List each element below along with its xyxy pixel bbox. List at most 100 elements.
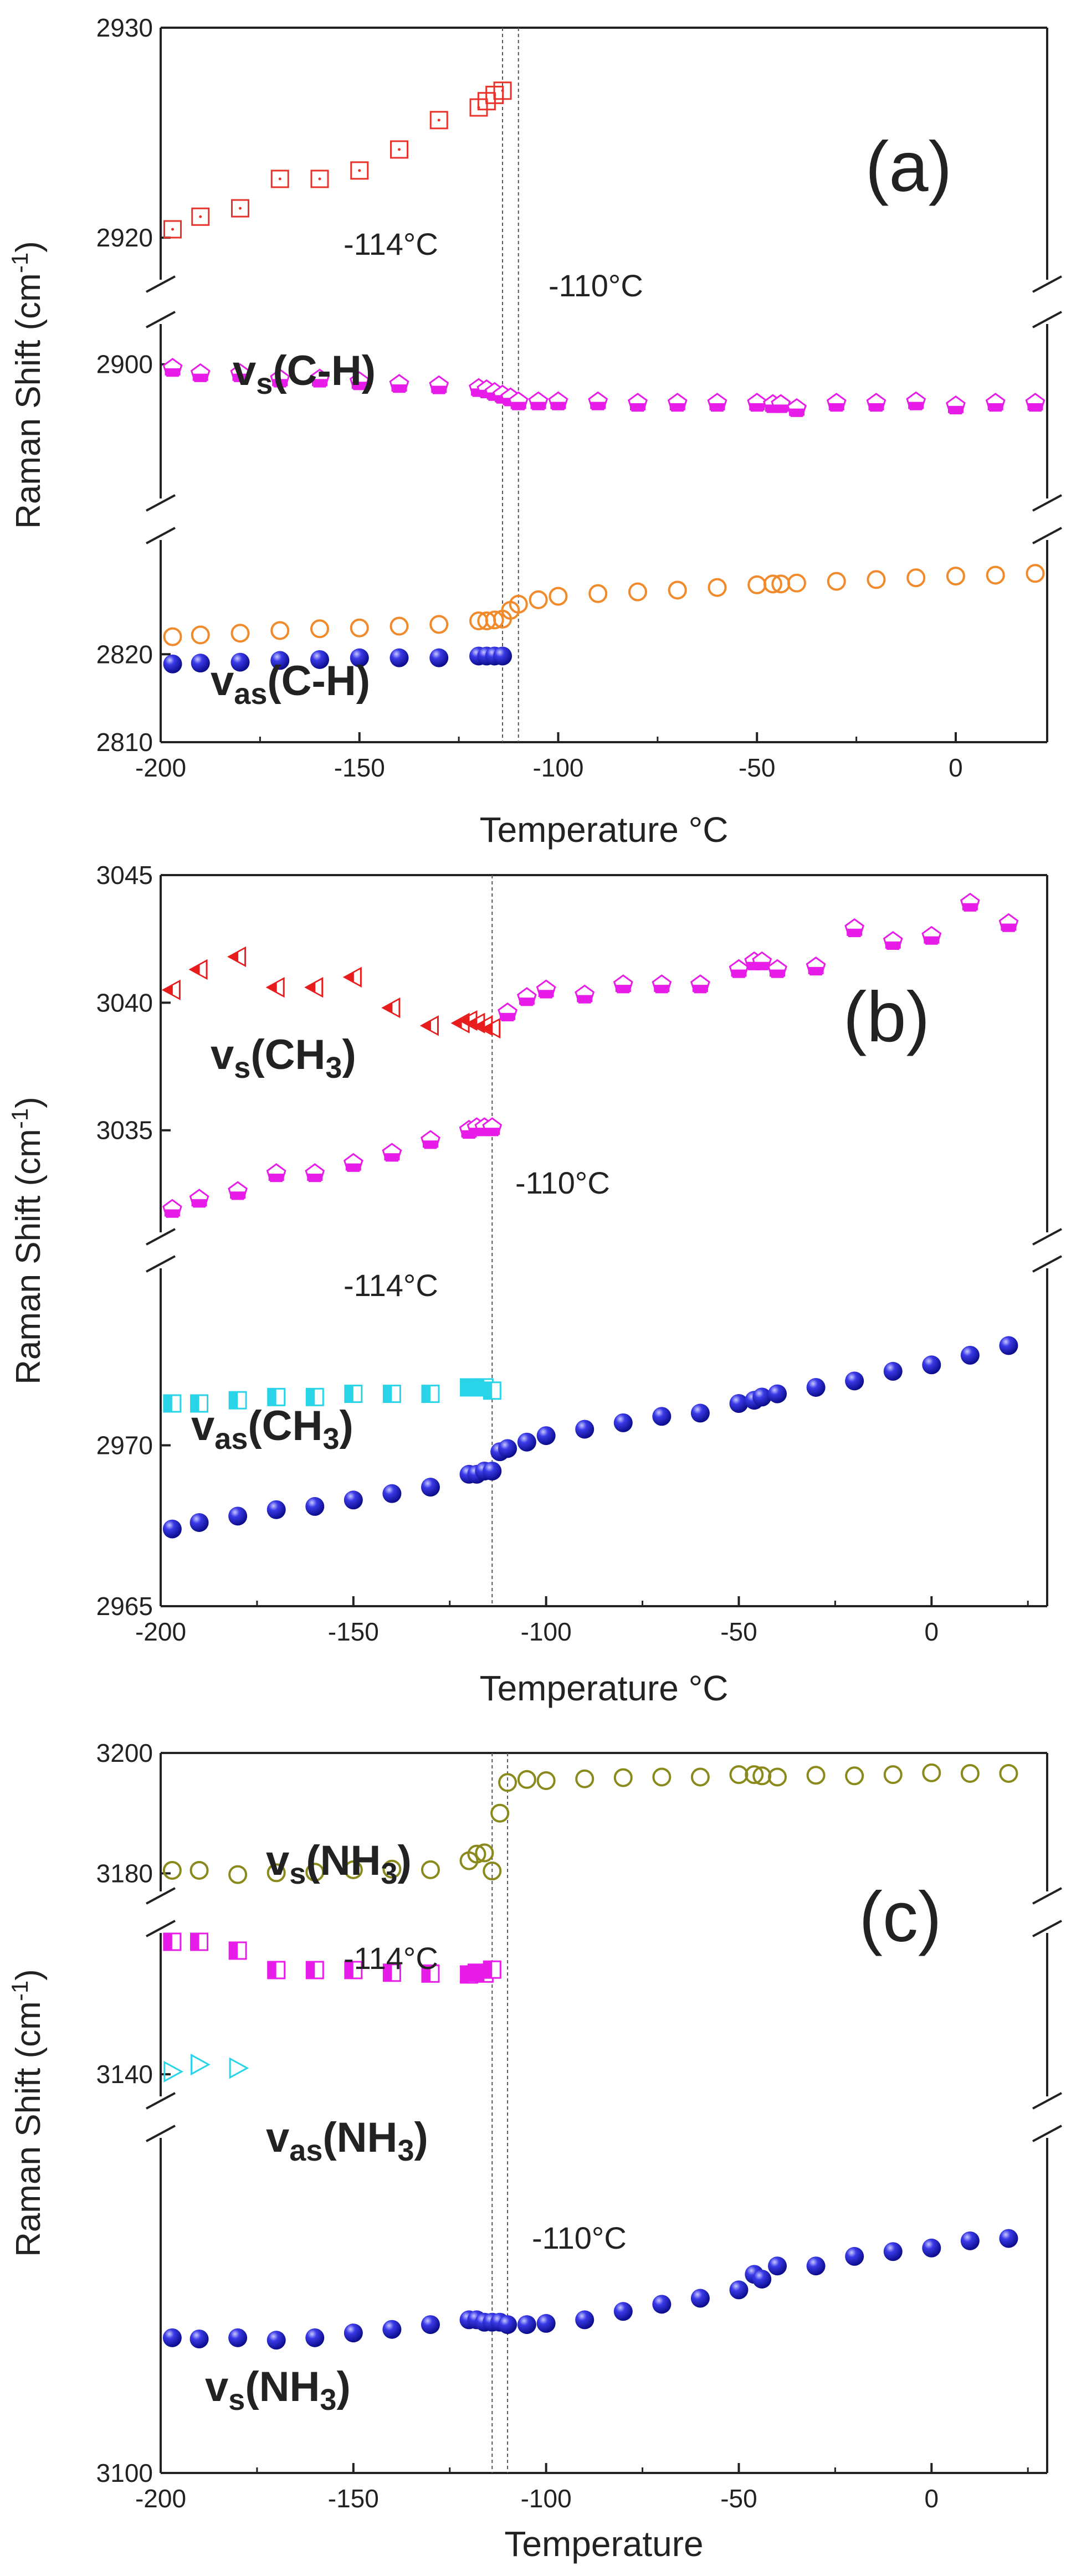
- data-point-sphere: [960, 1345, 980, 1365]
- data-point-open-circle: [690, 1767, 710, 1787]
- data-point-center-dot: [171, 228, 175, 231]
- data-point-open-circle: [883, 1765, 903, 1785]
- data-point-sphere: [806, 1377, 826, 1397]
- data-point-half-fill: [754, 961, 770, 969]
- data-point-half-fill: [669, 403, 685, 410]
- data-point-sphere: [498, 2315, 517, 2335]
- data-point-center-dot: [437, 119, 440, 122]
- data-point-sphere: [517, 2315, 536, 2335]
- species-label-part: (NH: [322, 2114, 397, 2161]
- data-point-half-fill: [924, 936, 940, 944]
- data-point-sphere: [162, 2328, 182, 2347]
- data-point-open-square: [350, 161, 369, 180]
- data-point-half-fill: [422, 1385, 430, 1402]
- data-point-half-fill: [908, 402, 924, 409]
- species-label-part: (NH: [306, 1837, 381, 1884]
- species-label: vas(C-H): [211, 657, 370, 711]
- data-point-open-circle: [729, 1765, 749, 1785]
- data-point-sphere: [536, 2313, 556, 2333]
- species-label-part: (C-H): [273, 347, 376, 394]
- axis-break-mark: [1032, 311, 1062, 328]
- species-label-part: as: [214, 1422, 248, 1456]
- data-point-open-circle: [747, 575, 767, 594]
- species-label: vas(CH3): [191, 1402, 353, 1456]
- data-point-half-fill: [229, 1392, 238, 1409]
- data-point-sphere: [162, 1519, 182, 1539]
- y-tick-label: 3045: [96, 861, 153, 889]
- data-point-half-fill: [430, 1017, 437, 1034]
- axis-break-mark: [146, 1887, 176, 1905]
- axis-break-mark: [146, 1228, 176, 1246]
- y-axis-title: Raman Shift (cm-1): [7, 241, 48, 529]
- axis-break-mark: [146, 1920, 176, 1937]
- data-point-sphere: [690, 2289, 710, 2308]
- data-point-triangle-right: [229, 2057, 249, 2079]
- annotation-temperature: -114°C: [344, 227, 438, 261]
- data-point-center-dot: [501, 89, 504, 92]
- data-point-half-fill: [422, 1965, 430, 1982]
- series-2: [163, 564, 1045, 646]
- chart-panel-0: -200 -150 -100 -50 0 2810 2820 2900 2920 2930 (a) -…: [7, 13, 1062, 850]
- species-label-part: v: [233, 347, 256, 394]
- data-point-sphere: [350, 648, 369, 667]
- annotation-temperature: -110°C: [515, 1165, 610, 1200]
- y-axis-title: Raman Shift (cm-1): [7, 1969, 48, 2257]
- x-tick-label: -50: [720, 2484, 757, 2513]
- data-point-half-fill: [749, 403, 765, 410]
- data-point-open-circle: [787, 573, 806, 593]
- data-point-half-fill: [307, 1174, 323, 1181]
- data-point-half-fill: [731, 969, 747, 977]
- species-label-part: ): [336, 2363, 350, 2410]
- data-point-half-fill: [345, 1961, 353, 1978]
- data-point-sphere: [429, 648, 449, 667]
- data-point-center-dot: [318, 177, 321, 181]
- species-label-part: v: [211, 1031, 234, 1078]
- x-tick-label: 0: [925, 1617, 939, 1646]
- data-point-open-circle: [536, 1771, 556, 1790]
- data-point-half-fill: [383, 1964, 392, 1981]
- x-tick-label: -150: [334, 753, 385, 782]
- data-point-open-circle: [806, 1766, 826, 1785]
- data-point-open-circle: [845, 1766, 864, 1786]
- y-axis-title-part: Raman Shift (cm: [9, 2001, 48, 2257]
- species-label-part: v: [205, 2363, 228, 2410]
- data-point-center-dot: [199, 215, 202, 218]
- data-point-open-circle: [310, 619, 329, 639]
- data-point-open-square: [191, 207, 210, 226]
- data-point-open-circle: [752, 1766, 772, 1786]
- y-tick-label: 2965: [96, 1592, 153, 1621]
- data-point-half-fill: [164, 1209, 180, 1217]
- species-label-part: (NH: [245, 2363, 320, 2410]
- data-point-half-fill: [345, 1385, 353, 1402]
- axis-break-mark: [1032, 1255, 1062, 1273]
- data-point-open-circle: [922, 1763, 941, 1782]
- data-point-center-dot: [397, 148, 401, 151]
- data-point-open-circle: [986, 565, 1005, 585]
- y-axis-title-part: ): [9, 1097, 48, 1108]
- data-point-half-fill: [519, 998, 535, 1005]
- data-point-sphere: [390, 648, 409, 667]
- data-point-sphere: [228, 2328, 248, 2347]
- x-tick-label: 0: [925, 2484, 939, 2513]
- axis-break-mark: [146, 2125, 176, 2142]
- species-label-part: 3: [397, 2134, 414, 2167]
- data-point-open-circle: [270, 621, 290, 640]
- species-label-part: ): [339, 1402, 353, 1449]
- species-label-part: s: [228, 2383, 245, 2416]
- data-point-open-square: [390, 140, 408, 159]
- data-point-half-fill: [315, 979, 322, 995]
- series-1: [162, 892, 1019, 1218]
- data-point-half-fill: [654, 985, 670, 993]
- species-label-part: ): [342, 1031, 356, 1078]
- species-label-part: 3: [381, 1857, 397, 1890]
- data-point-half-fill: [493, 1020, 499, 1036]
- data-point-sphere: [305, 1497, 325, 1516]
- x-tick-label: 0: [949, 753, 963, 782]
- data-point-open-square: [310, 169, 329, 188]
- data-point-triangle-right: [191, 2054, 211, 2076]
- data-point-open-circle: [946, 567, 965, 586]
- data-point-open-circle: [429, 615, 449, 634]
- y-tick-label: 2970: [96, 1431, 153, 1460]
- y-axis-title-part: ): [9, 241, 48, 253]
